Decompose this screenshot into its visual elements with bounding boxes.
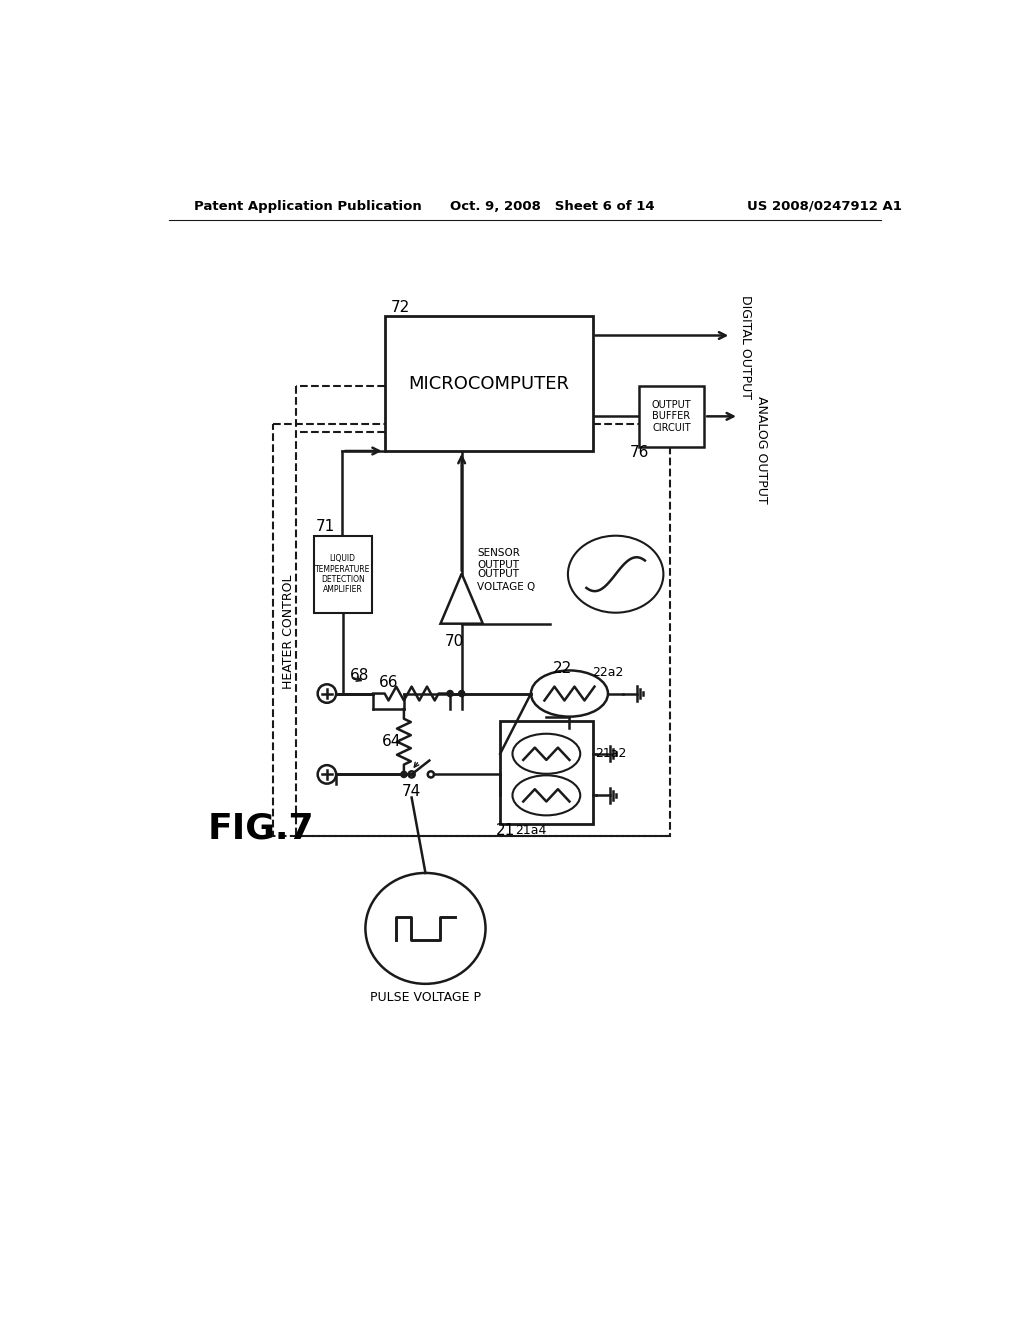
Text: 64: 64 bbox=[382, 734, 401, 750]
Circle shape bbox=[400, 771, 407, 777]
Text: DIGITAL OUTPUT: DIGITAL OUTPUT bbox=[738, 296, 752, 399]
Bar bbox=[385, 317, 593, 451]
Text: MICROCOMPUTER: MICROCOMPUTER bbox=[409, 375, 569, 392]
Text: 66: 66 bbox=[379, 676, 398, 690]
Bar bbox=[500, 721, 593, 825]
Text: 22a2: 22a2 bbox=[593, 667, 624, 680]
Text: FIG.7: FIG.7 bbox=[208, 812, 314, 845]
Text: 21a4: 21a4 bbox=[515, 824, 547, 837]
Text: LIQUID
TEMPERATURE
DETECTION
AMPLIFIER: LIQUID TEMPERATURE DETECTION AMPLIFIER bbox=[315, 554, 371, 594]
Text: PULSE VOLTAGE P: PULSE VOLTAGE P bbox=[370, 991, 481, 1005]
Text: 68: 68 bbox=[350, 668, 370, 684]
Text: 72: 72 bbox=[391, 300, 410, 314]
Text: Oct. 9, 2008   Sheet 6 of 14: Oct. 9, 2008 Sheet 6 of 14 bbox=[451, 199, 654, 213]
Text: OUTPUT
BUFFER
CIRCUIT: OUTPUT BUFFER CIRCUIT bbox=[651, 400, 691, 433]
Text: 74: 74 bbox=[401, 784, 421, 799]
Text: Patent Application Publication: Patent Application Publication bbox=[194, 199, 422, 213]
Text: 76: 76 bbox=[630, 445, 649, 461]
Text: 22: 22 bbox=[553, 660, 571, 676]
Text: US 2008/0247912 A1: US 2008/0247912 A1 bbox=[746, 199, 901, 213]
Circle shape bbox=[459, 690, 465, 697]
Text: ANALOG OUTPUT: ANALOG OUTPUT bbox=[756, 396, 768, 503]
Text: HEATER CONTROL: HEATER CONTROL bbox=[282, 574, 295, 689]
Text: 71: 71 bbox=[315, 519, 335, 535]
Text: 70: 70 bbox=[444, 635, 464, 649]
Bar bbox=[313, 536, 372, 612]
Text: 21a2: 21a2 bbox=[595, 747, 627, 760]
Text: 21: 21 bbox=[497, 824, 515, 838]
Bar bbox=[639, 385, 705, 447]
Text: OUTPUT
VOLTAGE Q: OUTPUT VOLTAGE Q bbox=[477, 569, 536, 591]
Circle shape bbox=[447, 690, 454, 697]
Text: SENSOR
OUTPUT: SENSOR OUTPUT bbox=[477, 548, 520, 570]
Bar bbox=[273, 424, 670, 836]
